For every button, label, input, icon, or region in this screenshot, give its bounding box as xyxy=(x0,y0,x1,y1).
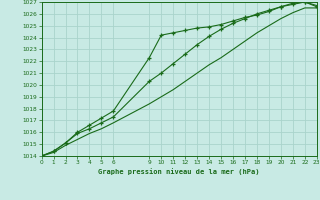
X-axis label: Graphe pression niveau de la mer (hPa): Graphe pression niveau de la mer (hPa) xyxy=(99,168,260,175)
